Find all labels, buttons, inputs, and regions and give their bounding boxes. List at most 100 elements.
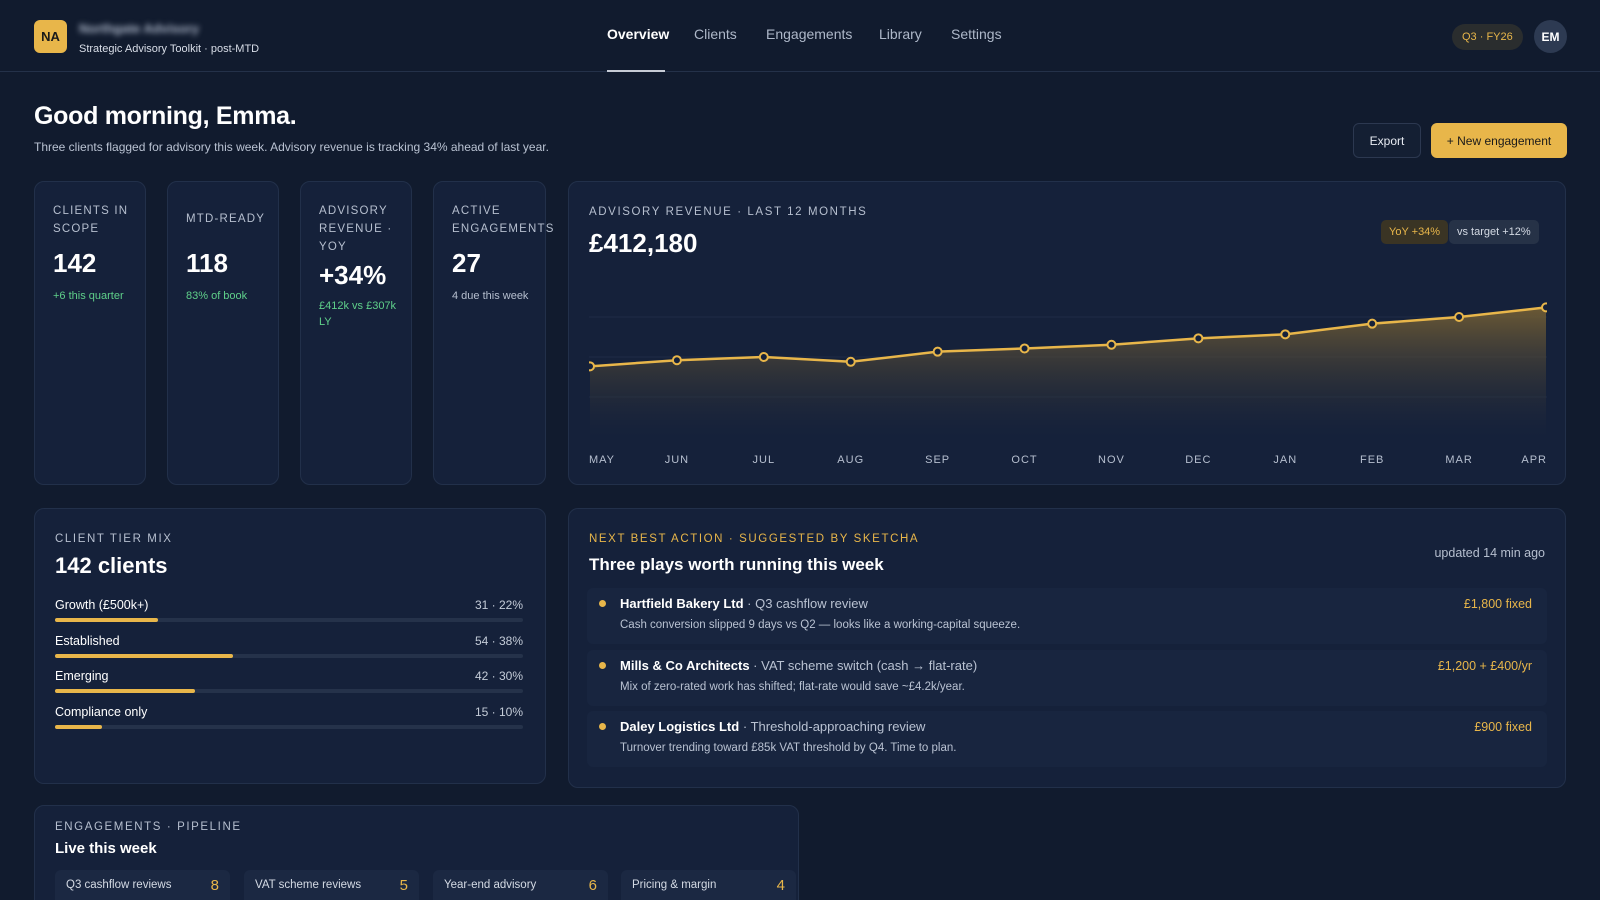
tier-bar-fill <box>55 654 233 658</box>
data-point-dec[interactable] <box>1193 333 1204 344</box>
tier-bar-fill <box>55 618 158 622</box>
pipeline-item[interactable]: Year-end advisory 6 <box>433 870 608 900</box>
status-dot-icon <box>599 662 606 669</box>
action-price: £900 fixed <box>1474 720 1532 734</box>
pipeline-item[interactable]: VAT scheme reviews 5 <box>244 870 419 900</box>
action-detail: Turnover trending toward £85k VAT thresh… <box>620 742 957 754</box>
next-best-action-card: Next best action · suggested by Sketcha … <box>568 508 1566 788</box>
pipeline-item-count: 6 <box>588 877 597 894</box>
kpi-label: Advisory revenue · YoY <box>319 205 393 253</box>
action-client-name[interactable]: Hartfield Bakery Ltd <box>620 596 744 611</box>
x-tick-label: MAY <box>589 454 615 466</box>
tier-count: 31 · 22% <box>474 598 523 612</box>
x-tick-label: AUG <box>837 454 864 466</box>
tier-bar-fill <box>55 725 102 729</box>
nav-engagements[interactable]: Engagements <box>766 26 853 42</box>
kpi-label: MTD-ready <box>186 213 266 225</box>
separator: · <box>742 719 748 734</box>
tier-name: Established <box>55 634 120 648</box>
nav-library[interactable]: Library <box>879 26 922 42</box>
action-price: £1,200 + £400/yr <box>1437 659 1532 673</box>
data-point-apr[interactable] <box>1541 302 1547 313</box>
tier-count: 15 · 10% <box>474 705 523 719</box>
tier-bar-track <box>55 618 523 622</box>
x-tick-label: FEB <box>1360 454 1384 466</box>
x-tick-label: MAR <box>1445 454 1472 466</box>
data-point-nov[interactable] <box>1106 339 1117 350</box>
kpi-card-advisory-revenue-yoy[interactable]: Advisory revenue · YoY +34% £412k vs £30… <box>300 181 412 485</box>
data-point-jun[interactable] <box>671 355 682 366</box>
brand-subtitle: Strategic Advisory Toolkit · post-MTD <box>79 43 260 55</box>
data-point-sep[interactable] <box>932 346 943 357</box>
data-point-oct[interactable] <box>1019 343 1030 354</box>
x-tick-label: DEC <box>1185 454 1211 466</box>
tier-name: Emerging <box>55 669 109 683</box>
pipeline-card: Engagements · pipeline Live this week Q3… <box>34 805 799 900</box>
action-price: £1,800 fixed <box>1463 597 1532 611</box>
x-tick-label: JUN <box>665 454 689 466</box>
kpi-value: 118 <box>186 248 228 278</box>
kpi-label: Active engagements <box>452 205 555 235</box>
brand-name: Northgate Advisory <box>79 21 200 36</box>
pipeline-item[interactable]: Pricing & margin 4 <box>621 870 796 900</box>
kpi-card-clients-in-scope[interactable]: Clients in scope 142 +6 this quarter <box>34 181 146 485</box>
action-type: Threshold-approaching review <box>750 719 926 734</box>
action-heading: Mills & Co Architects · VAT scheme switc… <box>620 658 977 673</box>
tier-mix-title: 142 clients <box>55 553 168 578</box>
tier-mix-label: Client tier mix <box>55 533 173 545</box>
pipeline-item-label: VAT scheme reviews <box>255 879 362 891</box>
status-dot-icon <box>599 723 606 730</box>
action-client-name[interactable]: Mills & Co Architects <box>620 658 750 673</box>
x-tick-label: OCT <box>1011 454 1037 466</box>
x-tick-label: SEP <box>925 454 950 466</box>
data-point-aug[interactable] <box>845 356 856 367</box>
pipeline-label: Engagements · pipeline <box>55 821 242 833</box>
new-engagement-button[interactable]: + New engagement <box>1431 123 1567 158</box>
kpi-label: Clients in scope <box>53 205 129 235</box>
kpi-delta: 4 due this week <box>452 290 529 302</box>
nav-active-indicator <box>607 70 665 72</box>
action-detail: Cash conversion slipped 9 days vs Q2 — l… <box>620 619 1021 631</box>
export-button[interactable]: Export <box>1353 123 1421 158</box>
kpi-delta: £412k vs £307k LY <box>319 300 397 328</box>
nav-settings[interactable]: Settings <box>951 26 1002 42</box>
pipeline-item-count: 4 <box>776 877 785 894</box>
kpi-value: 27 <box>452 248 481 278</box>
action-item[interactable]: Daley Logistics Ltd · Threshold-approach… <box>587 711 1547 767</box>
action-item[interactable]: Hartfield Bakery Ltd · Q3 cashflow revie… <box>587 588 1547 644</box>
tier-row-growth: Growth (£500k+) 31 · 22% <box>55 598 523 628</box>
tier-row-emerging: Emerging 42 · 30% <box>55 669 523 699</box>
kpi-card-mtd-ready[interactable]: MTD-ready 118 83% of book <box>167 181 279 485</box>
kpi-delta: 83% of book <box>186 290 248 302</box>
kpi-card-active-engagements[interactable]: Active engagements 27 4 due this week <box>433 181 555 485</box>
pipeline-title: Live this week <box>55 840 157 857</box>
tier-bar-track <box>55 725 523 729</box>
chart-total-value: £412,180 <box>589 228 698 258</box>
top-bar: NA Northgate Advisory Strategic Advisory… <box>0 0 1600 72</box>
user-avatar[interactable]: EM <box>1534 20 1567 53</box>
action-client-name[interactable]: Daley Logistics Ltd <box>620 719 740 734</box>
nav-clients[interactable]: Clients <box>694 26 737 42</box>
brand-logo[interactable]: NA <box>34 20 67 53</box>
nav-overview[interactable]: Overview <box>607 26 670 42</box>
action-heading: Hartfield Bakery Ltd · Q3 cashflow revie… <box>620 596 868 611</box>
action-heading: Daley Logistics Ltd · Threshold-approach… <box>620 719 925 734</box>
data-point-jul[interactable] <box>758 352 769 362</box>
revenue-area-fill <box>590 307 1546 437</box>
tier-row-established: Established 54 · 38% <box>55 634 523 664</box>
data-point-mar[interactable] <box>1454 312 1465 322</box>
tier-bar-fill <box>55 689 196 693</box>
pipeline-item[interactable]: Q3 cashflow reviews 8 <box>55 870 230 900</box>
action-detail: Mix of zero-rated work has shifted; flat… <box>620 681 965 693</box>
data-point-jan[interactable] <box>1280 329 1291 340</box>
pipeline-item-label: Year-end advisory <box>444 879 537 891</box>
pipeline-item-count: 5 <box>399 877 408 894</box>
nba-title: Three plays worth running this week <box>589 555 884 574</box>
chart-label: Advisory revenue · last 12 months <box>589 206 868 218</box>
period-badge[interactable]: Q3 · FY26 <box>1452 24 1523 50</box>
action-item[interactable]: Mills & Co Architects · VAT scheme switc… <box>587 650 1547 706</box>
data-point-may[interactable] <box>589 361 595 372</box>
page-title: Good morning, Emma. <box>34 102 297 130</box>
separator: · <box>753 658 758 673</box>
data-point-feb[interactable] <box>1367 318 1378 329</box>
